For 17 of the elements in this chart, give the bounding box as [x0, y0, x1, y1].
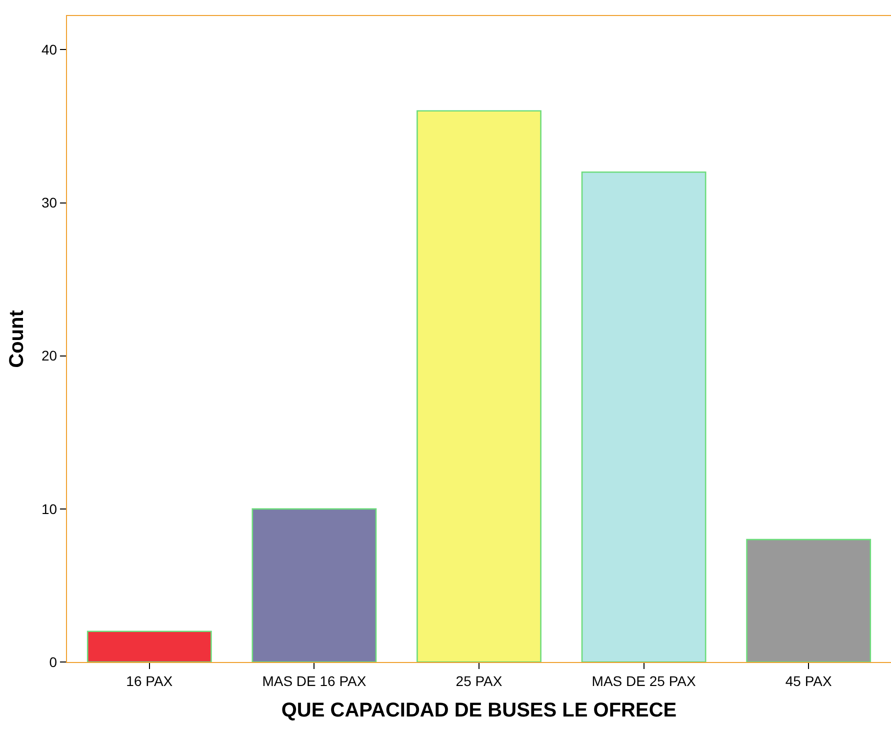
x-tick-label: 25 PAX — [456, 672, 503, 689]
x-tick-label: 16 PAX — [126, 672, 174, 689]
x-tick-label: 45 PAX — [785, 672, 832, 689]
bar — [746, 538, 872, 662]
bar — [86, 630, 212, 662]
y-tick-label: 40 — [41, 42, 58, 58]
y-tick-label: 30 — [41, 194, 58, 211]
y-tick-label: 0 — [49, 654, 58, 670]
x-axis-title: QUE CAPACIDAD DE BUSES LE OFRECE — [281, 699, 677, 722]
y-axis-title: Count — [6, 310, 28, 368]
bar — [416, 110, 542, 662]
x-tick-label: MAS DE 16 PAX — [262, 672, 367, 689]
y-tick-label: 10 — [41, 500, 58, 517]
y-tick-label: 20 — [41, 348, 58, 364]
x-tick-label: MAS DE 25 PAX — [592, 672, 696, 689]
bar — [581, 171, 706, 662]
bar — [252, 508, 377, 662]
